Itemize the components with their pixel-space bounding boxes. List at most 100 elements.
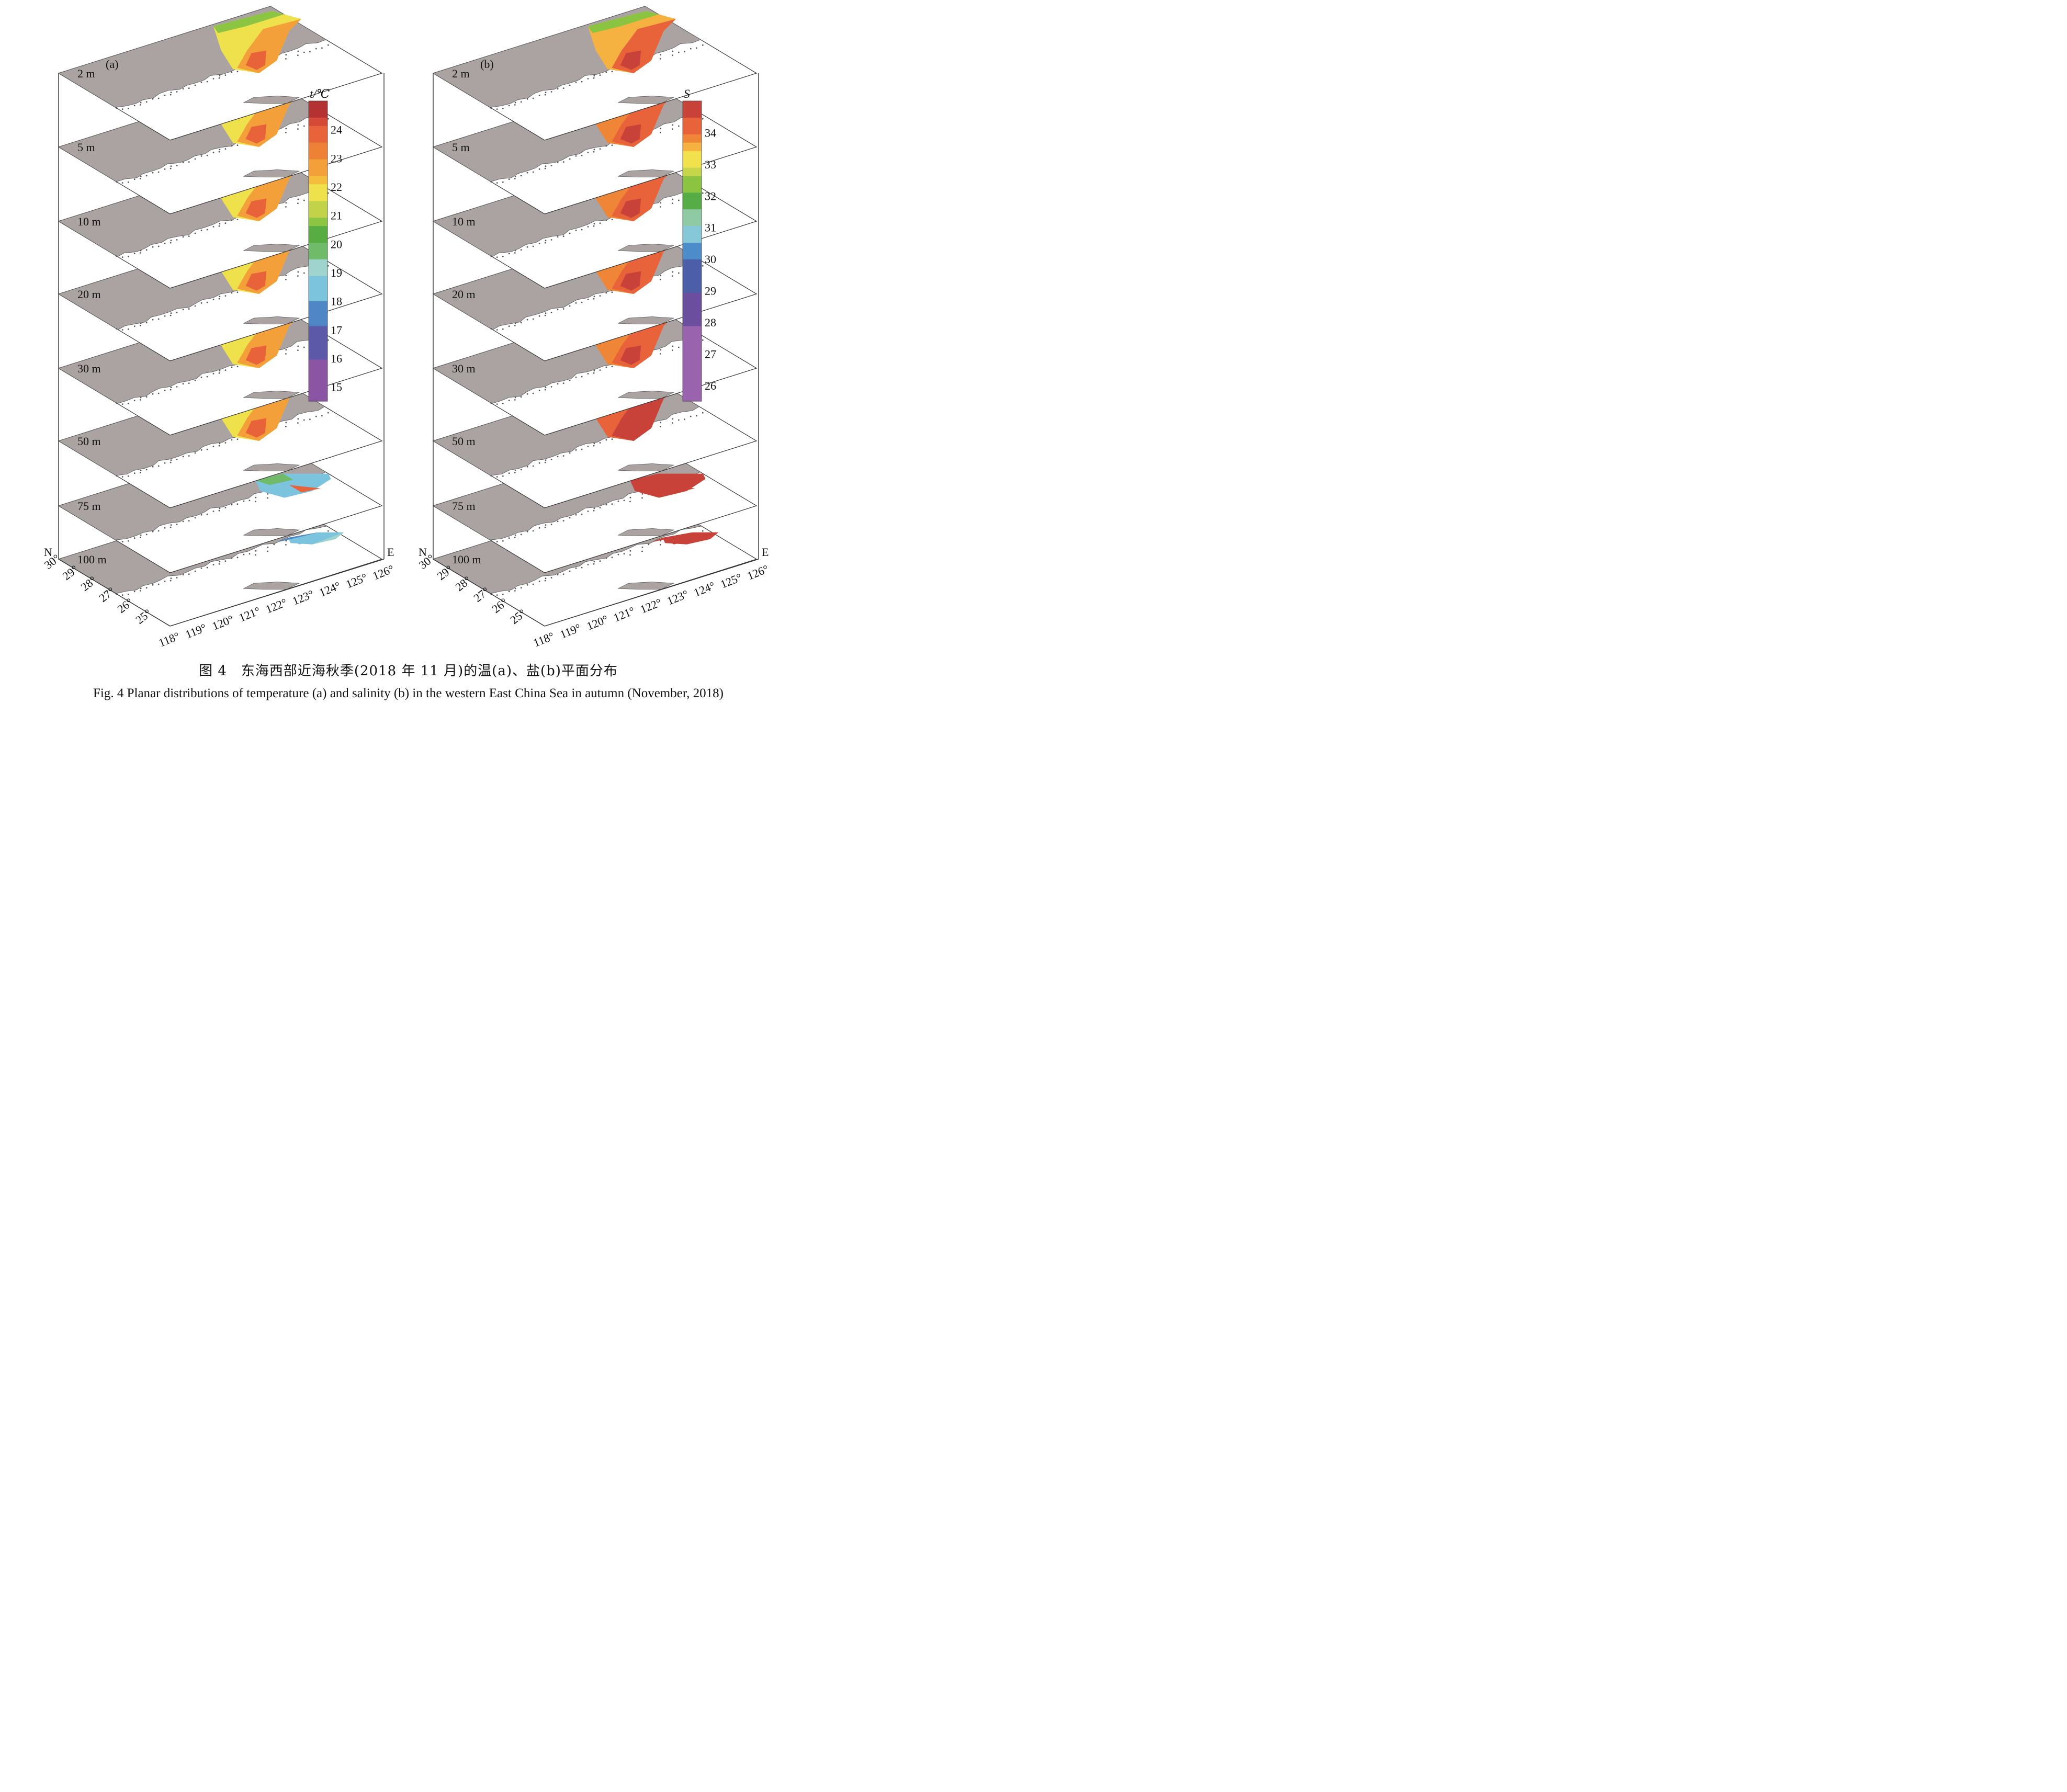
colorbar-segment — [683, 101, 702, 110]
island-mark — [544, 94, 546, 96]
island-mark — [145, 249, 148, 251]
island-mark — [569, 158, 571, 160]
island-mark — [641, 497, 643, 499]
island-mark — [139, 537, 141, 538]
island-mark — [140, 534, 142, 536]
island-mark — [550, 165, 552, 166]
island-mark — [605, 292, 607, 294]
island-mark — [133, 325, 135, 327]
colorbar-segment — [309, 167, 327, 177]
island-mark — [127, 540, 129, 542]
island-mark — [611, 144, 613, 146]
depth-label: 50 m — [77, 435, 101, 448]
island-mark — [569, 232, 571, 234]
island-mark — [218, 509, 220, 512]
island-mark — [587, 152, 589, 153]
island-mark — [255, 501, 256, 503]
island-mark — [496, 329, 498, 331]
island-mark — [550, 239, 552, 241]
island-mark — [593, 370, 595, 372]
island-mark — [224, 560, 227, 562]
island-mark — [236, 438, 239, 440]
depth-label: 5 m — [77, 141, 95, 154]
island-mark — [660, 353, 661, 355]
island-mark — [297, 54, 299, 56]
island-mark — [532, 465, 534, 467]
island-mark — [218, 372, 220, 374]
island-mark — [623, 553, 625, 555]
island-mark — [249, 500, 251, 502]
contour-core — [289, 485, 321, 493]
colorbar-segment — [683, 142, 702, 152]
island-mark — [581, 154, 583, 156]
colorbar-title: t/℃ — [310, 87, 330, 100]
island-mark — [164, 242, 166, 244]
island-mark — [605, 439, 607, 441]
depth-label: 10 m — [452, 215, 476, 228]
island-mark — [224, 442, 227, 444]
island-mark — [677, 199, 680, 201]
island-mark — [121, 594, 123, 596]
island-mark — [303, 51, 305, 53]
island-mark — [297, 349, 299, 351]
contour-core — [245, 418, 267, 438]
island-mark — [218, 298, 220, 300]
island-mark — [690, 48, 692, 50]
island-mark — [164, 315, 166, 317]
island-mark — [702, 412, 704, 414]
island-mark — [127, 402, 129, 404]
colorbar-segment — [683, 226, 702, 235]
colorbar-segment — [309, 351, 327, 360]
island-mark — [557, 162, 559, 164]
island-mark — [684, 418, 685, 421]
island-mark — [140, 175, 142, 177]
island-mark — [496, 108, 498, 110]
island-mark — [629, 501, 631, 503]
island-mark — [545, 524, 547, 526]
island-mark — [593, 561, 595, 563]
island-mark — [532, 530, 534, 532]
island-mark — [188, 161, 190, 163]
colorbar-segment — [309, 134, 327, 143]
island-mark — [575, 229, 577, 231]
island-mark — [545, 459, 547, 461]
colorbar-segment — [683, 117, 702, 127]
island-mark — [231, 366, 233, 368]
island-mark — [641, 546, 643, 548]
island-mark — [617, 553, 619, 555]
island-mark — [550, 459, 552, 460]
island-mark — [176, 524, 178, 525]
colorbar-segment — [683, 301, 702, 310]
east-label: E — [762, 546, 769, 559]
colorbar-segment — [683, 176, 702, 185]
island-mark — [520, 534, 522, 536]
island-mark — [267, 493, 269, 495]
island-mark — [502, 402, 504, 404]
island-mark — [194, 158, 196, 160]
island-mark — [514, 590, 516, 592]
island-mark — [593, 225, 595, 227]
island-mark — [599, 148, 601, 150]
island-mark — [514, 399, 516, 401]
island-mark — [206, 154, 208, 156]
island-mark — [236, 71, 239, 73]
colorbar-segment — [309, 368, 327, 377]
island-mark — [581, 376, 583, 378]
island-mark — [194, 232, 196, 234]
island-mark — [182, 574, 184, 576]
island-mark — [569, 379, 571, 381]
island-mark — [490, 181, 492, 183]
island-mark — [496, 182, 498, 184]
island-mark — [243, 553, 245, 555]
island-mark — [127, 593, 129, 595]
colorbar-segment — [683, 167, 702, 177]
island-mark — [224, 222, 227, 224]
island-mark — [550, 386, 552, 388]
colorbar-tick-label: 16 — [331, 352, 342, 365]
island-mark — [538, 462, 540, 464]
lon-tick-label: 126° — [371, 562, 396, 583]
colorbar-tick-label: 33 — [705, 158, 716, 171]
island-mark — [545, 387, 547, 389]
island-mark — [297, 50, 299, 52]
colorbar-segment — [683, 393, 702, 402]
